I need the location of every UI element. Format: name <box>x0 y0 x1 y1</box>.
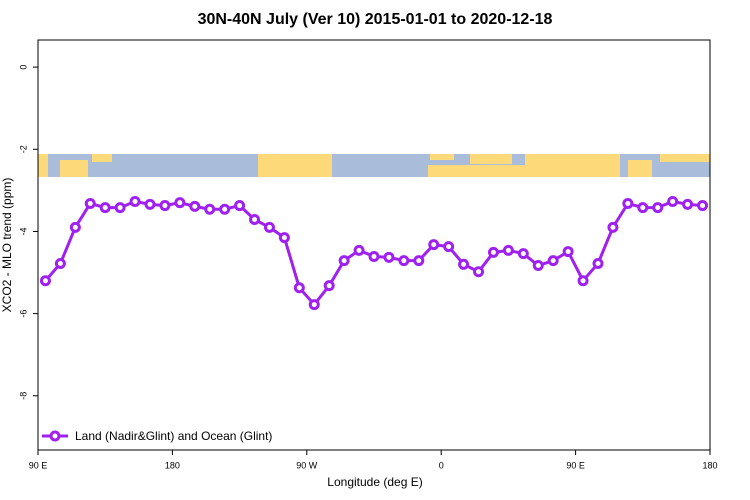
data-point <box>592 257 604 269</box>
legend: Land (Nadir&Glint) and Ocean (Glint) <box>42 429 272 443</box>
data-point <box>622 198 634 210</box>
data-point <box>577 275 589 287</box>
data-point <box>667 195 679 207</box>
data-point <box>562 246 574 258</box>
legend-label: Land (Nadir&Glint) and Ocean (Glint) <box>75 429 272 443</box>
plot-frame <box>37 39 711 451</box>
data-point <box>278 232 290 244</box>
x-tick-label: 90 E <box>29 460 48 470</box>
data-point <box>353 244 365 256</box>
data-point <box>458 258 470 270</box>
data-point <box>263 221 275 233</box>
data-point <box>338 255 350 267</box>
x-tick-label: 90 E <box>566 460 585 470</box>
y-tick-label: -8 <box>18 392 28 400</box>
data-point <box>323 280 335 292</box>
x-tick-label: 180 <box>702 460 717 470</box>
data-point <box>129 195 141 207</box>
data-point <box>84 198 96 210</box>
data-point <box>652 202 664 214</box>
data-point <box>159 200 171 212</box>
y-tick-label: -2 <box>18 145 28 153</box>
data-point <box>517 248 529 260</box>
legend-marker <box>49 430 61 442</box>
data-point <box>682 198 694 210</box>
data-point <box>697 200 709 212</box>
data-point <box>398 255 410 267</box>
data-point <box>114 202 126 214</box>
y-axis-label: XCO2 - MLO trend (ppm) <box>0 178 14 313</box>
data-point <box>637 202 649 214</box>
map-strip <box>38 154 710 177</box>
data-point <box>293 282 305 294</box>
data-point <box>219 203 231 215</box>
x-tick-label: 0 <box>439 460 444 470</box>
data-point <box>487 246 499 258</box>
x-tick-label: 180 <box>165 460 180 470</box>
data-point <box>234 200 246 212</box>
data-point <box>532 260 544 272</box>
data-point <box>69 221 81 233</box>
y-tick-label: -6 <box>18 310 28 318</box>
data-point <box>383 251 395 263</box>
data-point <box>368 251 380 263</box>
data-point <box>54 257 66 269</box>
data-point <box>204 203 216 215</box>
x-tick-label: 90 W <box>296 460 318 470</box>
y-tick-label: -4 <box>18 227 28 235</box>
data-point <box>249 214 261 226</box>
data-point <box>428 239 440 251</box>
data-point <box>144 198 156 210</box>
chart-title: 30N-40N July (Ver 10) 2015-01-01 to 2020… <box>198 11 553 28</box>
data-point <box>174 197 186 209</box>
data-point <box>443 241 455 253</box>
x-axis-label: Longitude (deg E) <box>327 475 422 489</box>
data-point <box>99 202 111 214</box>
data-point <box>473 266 485 278</box>
data-point <box>413 255 425 267</box>
data-point <box>502 244 514 256</box>
data-point <box>189 200 201 212</box>
data-point <box>39 275 51 287</box>
data-point <box>547 255 559 267</box>
data-point <box>607 221 619 233</box>
data-point <box>308 299 320 311</box>
y-tick-label: 0 <box>18 65 28 70</box>
